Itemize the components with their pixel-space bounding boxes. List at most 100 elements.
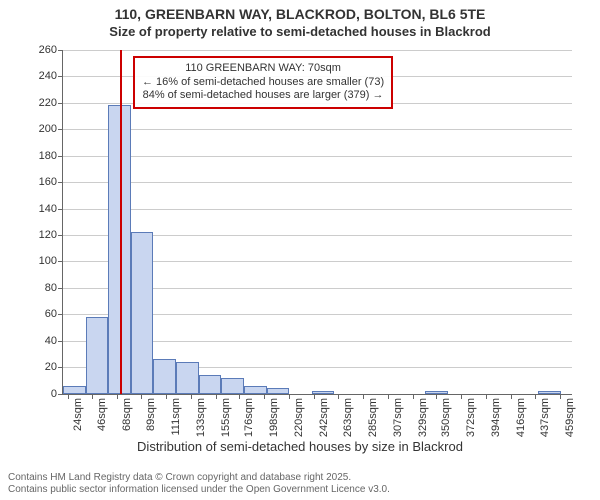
annotation-line3: 84% of semi-detached houses are larger (… xyxy=(142,89,384,103)
ytick-label: 140 xyxy=(39,203,57,215)
xtick-label: 263sqm xyxy=(342,398,354,437)
ytick-mark xyxy=(58,288,63,289)
ytick-label: 240 xyxy=(39,70,57,82)
xtick-mark xyxy=(117,394,118,399)
ytick-label: 0 xyxy=(51,388,57,400)
xtick-mark xyxy=(264,394,265,399)
xtick-mark xyxy=(92,394,93,399)
histogram-bar xyxy=(131,232,154,393)
xtick-label: 459sqm xyxy=(564,398,576,437)
ytick-label: 200 xyxy=(39,123,57,135)
xtick-mark xyxy=(413,394,414,399)
ytick-label: 180 xyxy=(39,150,57,162)
ytick-label: 220 xyxy=(39,97,57,109)
ytick-mark xyxy=(58,182,63,183)
ytick-mark xyxy=(58,76,63,77)
xtick-mark xyxy=(338,394,339,399)
ytick-label: 40 xyxy=(45,335,57,347)
xtick-label: 89sqm xyxy=(145,398,157,431)
ytick-label: 260 xyxy=(39,44,57,56)
xtick-label: 133sqm xyxy=(195,398,207,437)
property-marker-line xyxy=(120,50,122,394)
xtick-label: 307sqm xyxy=(392,398,404,437)
annotation-line2: ← 16% of semi-detached houses are smalle… xyxy=(142,76,384,90)
xtick-mark xyxy=(166,394,167,399)
xtick-label: 24sqm xyxy=(72,398,84,431)
xtick-mark xyxy=(314,394,315,399)
xtick-mark xyxy=(388,394,389,399)
annotation-box: 110 GREENBARN WAY: 70sqm← 16% of semi-de… xyxy=(133,56,393,109)
xtick-mark xyxy=(141,394,142,399)
xtick-mark xyxy=(535,394,536,399)
xtick-mark xyxy=(436,394,437,399)
xtick-label: 176sqm xyxy=(243,398,255,437)
histogram-bar xyxy=(244,386,267,394)
x-axis-label: Distribution of semi-detached houses by … xyxy=(0,439,600,454)
xtick-mark xyxy=(363,394,364,399)
ytick-mark xyxy=(58,129,63,130)
xtick-label: 111sqm xyxy=(170,398,182,436)
chart-title-block: 110, GREENBARN WAY, BLACKROD, BOLTON, BL… xyxy=(0,0,600,40)
xtick-mark xyxy=(191,394,192,399)
ytick-mark xyxy=(58,261,63,262)
ytick-mark xyxy=(58,235,63,236)
ytick-label: 100 xyxy=(39,255,57,267)
xtick-label: 285sqm xyxy=(367,398,379,437)
histogram-bar xyxy=(63,386,86,394)
ytick-mark xyxy=(58,209,63,210)
annotation-line1: 110 GREENBARN WAY: 70sqm xyxy=(142,62,384,76)
ytick-mark xyxy=(58,394,63,395)
xtick-mark xyxy=(239,394,240,399)
ytick-label: 80 xyxy=(45,282,57,294)
gridline xyxy=(63,50,572,51)
xtick-mark xyxy=(289,394,290,399)
footer-line1: Contains HM Land Registry data © Crown c… xyxy=(8,472,390,484)
histogram-bar xyxy=(267,388,290,393)
chart-title-line2: Size of property relative to semi-detach… xyxy=(0,24,600,40)
xtick-mark xyxy=(511,394,512,399)
ytick-mark xyxy=(58,367,63,368)
xtick-label: 68sqm xyxy=(121,398,133,431)
ytick-label: 20 xyxy=(45,361,57,373)
chart-title-line1: 110, GREENBARN WAY, BLACKROD, BOLTON, BL… xyxy=(0,6,600,24)
histogram-bar xyxy=(221,378,244,394)
histogram-bar xyxy=(199,375,222,394)
xtick-label: 394sqm xyxy=(490,398,502,437)
xtick-mark xyxy=(461,394,462,399)
chart-area: Number of semi-detached properties 02040… xyxy=(0,40,600,460)
xtick-label: 198sqm xyxy=(268,398,280,437)
histogram-bar xyxy=(86,317,109,394)
gridline xyxy=(63,182,572,183)
gridline xyxy=(63,129,572,130)
xtick-mark xyxy=(216,394,217,399)
footer-attribution: Contains HM Land Registry data © Crown c… xyxy=(8,472,390,496)
plot-region: 02040608010012014016018020022024026024sq… xyxy=(62,50,572,395)
ytick-mark xyxy=(58,314,63,315)
xtick-label: 242sqm xyxy=(318,398,330,437)
xtick-label: 155sqm xyxy=(220,398,232,437)
histogram-bar xyxy=(153,359,176,393)
footer-line2: Contains public sector information licen… xyxy=(8,484,390,496)
ytick-label: 120 xyxy=(39,229,57,241)
ytick-mark xyxy=(58,156,63,157)
ytick-mark xyxy=(58,341,63,342)
xtick-mark xyxy=(486,394,487,399)
xtick-label: 416sqm xyxy=(515,398,527,437)
xtick-mark xyxy=(560,394,561,399)
histogram-bar xyxy=(312,391,335,394)
ytick-label: 60 xyxy=(45,308,57,320)
ytick-mark xyxy=(58,50,63,51)
xtick-label: 220sqm xyxy=(293,398,305,437)
xtick-label: 329sqm xyxy=(417,398,429,437)
xtick-mark xyxy=(68,394,69,399)
gridline xyxy=(63,156,572,157)
xtick-label: 437sqm xyxy=(539,398,551,437)
histogram-bar xyxy=(176,362,199,394)
ytick-label: 160 xyxy=(39,176,57,188)
ytick-mark xyxy=(58,103,63,104)
gridline xyxy=(63,209,572,210)
histogram-bar xyxy=(538,391,561,394)
xtick-label: 372sqm xyxy=(465,398,477,437)
xtick-label: 350sqm xyxy=(440,398,452,437)
xtick-label: 46sqm xyxy=(96,398,108,431)
